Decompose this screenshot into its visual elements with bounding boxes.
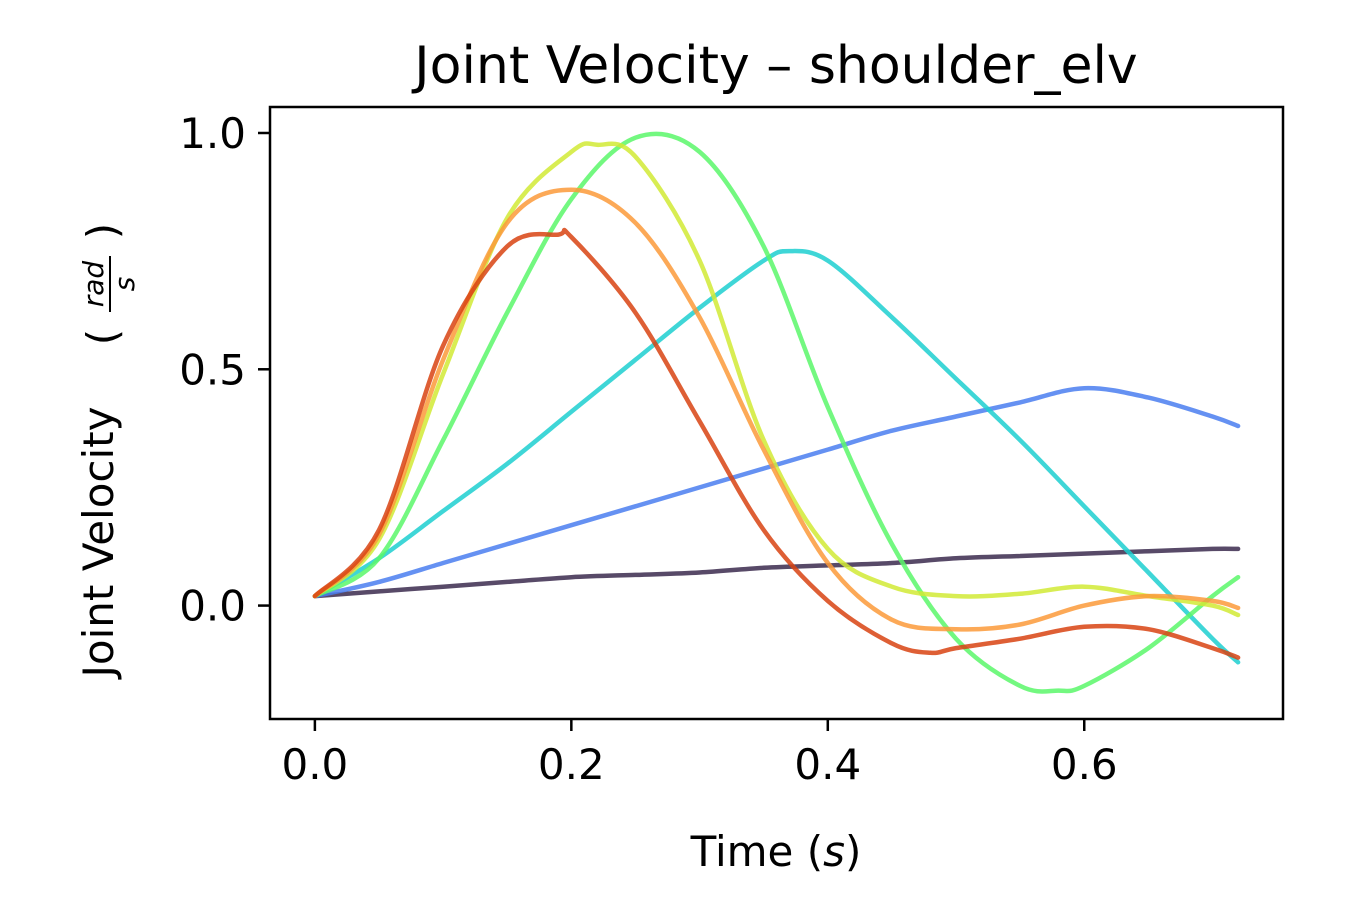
y-axis-label-denominator: s xyxy=(108,277,141,292)
y-axis-label: Joint Velocity ( rad s ) xyxy=(74,223,141,681)
y-tick-label: 1.0 xyxy=(179,109,246,158)
series-line-series-7 xyxy=(312,227,1241,660)
x-axis-label-close: ) xyxy=(845,827,861,876)
x-axis-label-unit: s xyxy=(823,827,845,876)
x-tick-label: 0.6 xyxy=(1051,740,1118,789)
y-axis-label-numerator: rad xyxy=(77,261,110,308)
series-group xyxy=(312,131,1241,694)
y-axis-label-open-paren: ( xyxy=(78,329,127,345)
series-line-series-2 xyxy=(312,385,1241,599)
y-axis-label-close-paren: ) xyxy=(78,223,127,239)
x-axis-label-main: Time ( xyxy=(690,827,824,876)
x-tick-label: 0.2 xyxy=(538,740,605,789)
y-tick-label: 0.5 xyxy=(179,345,246,394)
y-axis-ticks: 0.0 0.5 1.0 xyxy=(179,109,270,631)
x-tick-label: 0.0 xyxy=(281,740,348,789)
y-tick-label: 0.0 xyxy=(179,582,246,631)
series-line-series-4 xyxy=(312,131,1241,694)
plot-frame xyxy=(268,105,1285,721)
chart-title: Joint Velocity – shoulder_elv xyxy=(411,36,1137,96)
x-axis-label: Time (s) xyxy=(690,827,862,876)
y-axis-label-main: Joint Velocity xyxy=(74,407,123,681)
series-line-series-5 xyxy=(312,141,1241,618)
series-line-series-3 xyxy=(312,248,1241,665)
x-tick-label: 0.4 xyxy=(794,740,861,789)
series-line-series-6 xyxy=(312,187,1241,632)
x-axis-ticks: 0.0 0.2 0.4 0.6 xyxy=(281,719,1118,789)
